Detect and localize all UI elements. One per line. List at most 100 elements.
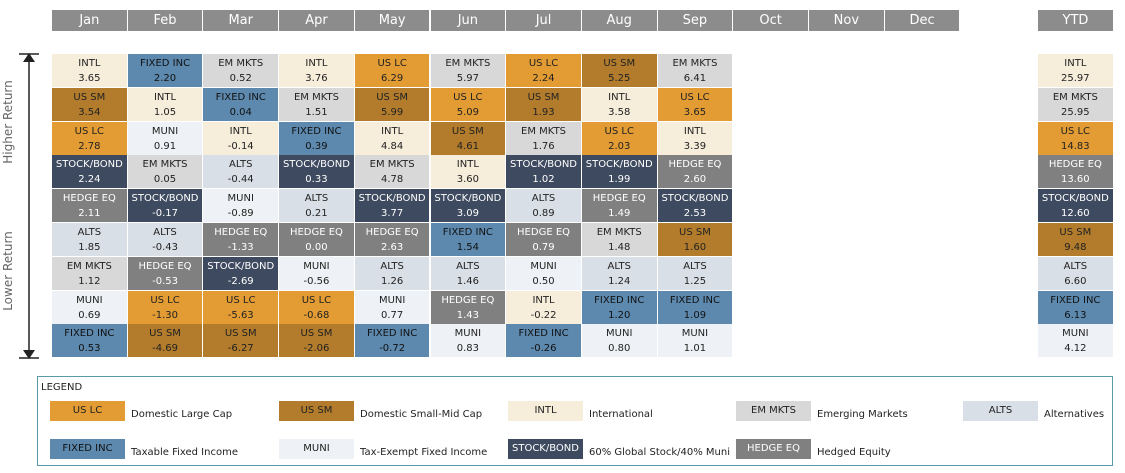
return-value: 1.01 xyxy=(683,343,707,355)
asset-label: MUNI xyxy=(606,328,633,340)
asset-label: FIXED INC xyxy=(1050,294,1101,306)
return-cell: ALTS 1.24 xyxy=(581,256,657,290)
return-cell: US LC 14.83 xyxy=(1038,121,1113,155)
asset-label: HEDGE EQ xyxy=(592,193,646,205)
return-value: 6.29 xyxy=(381,73,404,84)
return-value: 2.20 xyxy=(153,73,177,84)
return-cell: US LC 2.03 xyxy=(581,121,657,155)
return-cell: INTL 3.58 xyxy=(581,87,657,121)
return-cell: INTL 3.39 xyxy=(657,121,733,155)
return-cell: MUNI 0.77 xyxy=(354,290,430,324)
asset-label: EM MKTS xyxy=(142,159,188,171)
month-header: Feb xyxy=(127,10,203,31)
asset-label: EM MKTS xyxy=(66,260,112,272)
return-cell: STOCK/BOND 2.24 xyxy=(52,155,127,189)
return-value: 5.99 xyxy=(381,106,404,118)
return-cell: HEDGE EQ -0.53 xyxy=(127,256,203,290)
asset-label: HEDGE EQ xyxy=(62,193,116,205)
asset-label: US LC xyxy=(377,58,407,69)
asset-label: FIXED INC xyxy=(518,328,569,340)
return-value: 6.13 xyxy=(1064,309,1087,321)
asset-label: HEDGE EQ xyxy=(214,227,268,238)
month-header: May xyxy=(354,10,430,31)
legend-swatch: STOCK/BOND xyxy=(508,439,583,459)
asset-label: US LC xyxy=(1060,125,1091,137)
asset-label: MUNI xyxy=(454,328,482,340)
asset-label: FIXED INC xyxy=(367,328,418,340)
return-cell: INTL 3.65 xyxy=(52,54,127,87)
asset-label: ALTS xyxy=(153,227,177,238)
return-cell: ALTS -0.44 xyxy=(203,155,279,189)
asset-label: EM MKTS xyxy=(521,125,567,137)
return-value: 2.63 xyxy=(381,242,404,253)
return-cell: FIXED INC -0.72 xyxy=(354,324,430,358)
return-cell: HEDGE EQ -1.33 xyxy=(203,223,279,256)
asset-label: FIXED INC xyxy=(669,294,721,306)
return-cell: STOCK/BOND 3.77 xyxy=(354,189,430,223)
return-arrow xyxy=(19,53,39,359)
return-value: -0.22 xyxy=(530,309,557,321)
return-cell: FIXED INC 1.09 xyxy=(657,290,733,324)
return-cell: US SM -2.06 xyxy=(279,324,354,358)
return-value: 3.65 xyxy=(683,106,707,118)
return-value: -0.53 xyxy=(152,275,178,287)
asset-label: MUNI xyxy=(681,328,709,340)
asset-label: US SM xyxy=(300,328,333,340)
return-value: 1.99 xyxy=(608,174,631,186)
return-cell: US SM -6.27 xyxy=(203,324,279,358)
return-value: 3.39 xyxy=(683,140,707,152)
legend: LEGEND US LC Domestic Large Cap US SM Domes… xyxy=(37,376,1113,466)
asset-label: US LC xyxy=(453,91,483,103)
return-value: 14.83 xyxy=(1061,140,1090,152)
return-value: 0.21 xyxy=(305,208,328,220)
return-cell: EM MKTS 25.95 xyxy=(1038,87,1113,121)
return-value: 25.95 xyxy=(1061,106,1090,118)
return-value: -1.33 xyxy=(227,242,254,253)
legend-swatch: FIXED INC xyxy=(50,439,125,459)
return-cell: US LC 3.65 xyxy=(657,87,733,121)
asset-label: STOCK/BOND xyxy=(510,159,578,171)
return-value: -1.30 xyxy=(152,309,178,321)
legend-swatch: US LC xyxy=(50,401,125,421)
month-header: Dec xyxy=(884,10,960,31)
return-value: 0.53 xyxy=(78,343,101,355)
asset-label: US SM xyxy=(224,328,257,340)
return-value: 0.79 xyxy=(532,242,555,253)
asset-label: EM MKTS xyxy=(672,58,718,69)
return-value: 4.12 xyxy=(1064,343,1087,355)
asset-label: ALTS xyxy=(531,193,556,205)
return-value: 4.78 xyxy=(381,174,404,186)
asset-label: US LC xyxy=(74,125,105,137)
asset-label: FIXED INC xyxy=(442,227,493,238)
return-value: 1.02 xyxy=(532,174,555,186)
asset-label: US LC xyxy=(604,125,634,137)
return-cell: ALTS 0.21 xyxy=(279,189,354,223)
legend-description: Tax-Exempt Fixed Income xyxy=(360,447,488,458)
asset-label: MUNI xyxy=(378,294,406,306)
asset-label: ALTS xyxy=(456,260,480,272)
return-cell: INTL -0.22 xyxy=(506,290,581,324)
return-value: 0.00 xyxy=(305,242,328,253)
return-cell: EM MKTS 5.97 xyxy=(430,54,506,87)
return-cell: MUNI 0.83 xyxy=(430,324,506,358)
return-value: 1.24 xyxy=(608,275,631,287)
asset-label: US SM xyxy=(603,58,636,69)
return-value: 2.03 xyxy=(608,140,631,152)
return-cell: US LC -1.30 xyxy=(127,290,203,324)
return-cell: US SM 5.99 xyxy=(354,87,430,121)
asset-label: US SM xyxy=(1059,227,1092,238)
return-cell: EM MKTS 1.48 xyxy=(581,223,657,256)
return-cell: EM MKTS 0.52 xyxy=(203,54,279,87)
asset-label: INTL xyxy=(1064,58,1087,69)
return-cell: FIXED INC -0.26 xyxy=(506,324,581,358)
return-cell: FIXED INC 6.13 xyxy=(1038,290,1113,324)
asset-label: US SM xyxy=(149,328,181,340)
month-header: Sep xyxy=(657,10,733,31)
asset-label: FIXED INC xyxy=(139,58,191,69)
return-value: 0.05 xyxy=(153,174,177,186)
return-value: -0.72 xyxy=(379,343,406,355)
return-cell: FIXED INC 2.20 xyxy=(127,54,203,87)
return-cell: US LC 2.24 xyxy=(506,54,581,87)
return-value: -0.43 xyxy=(152,242,178,253)
return-cell: ALTS 1.25 xyxy=(657,256,733,290)
